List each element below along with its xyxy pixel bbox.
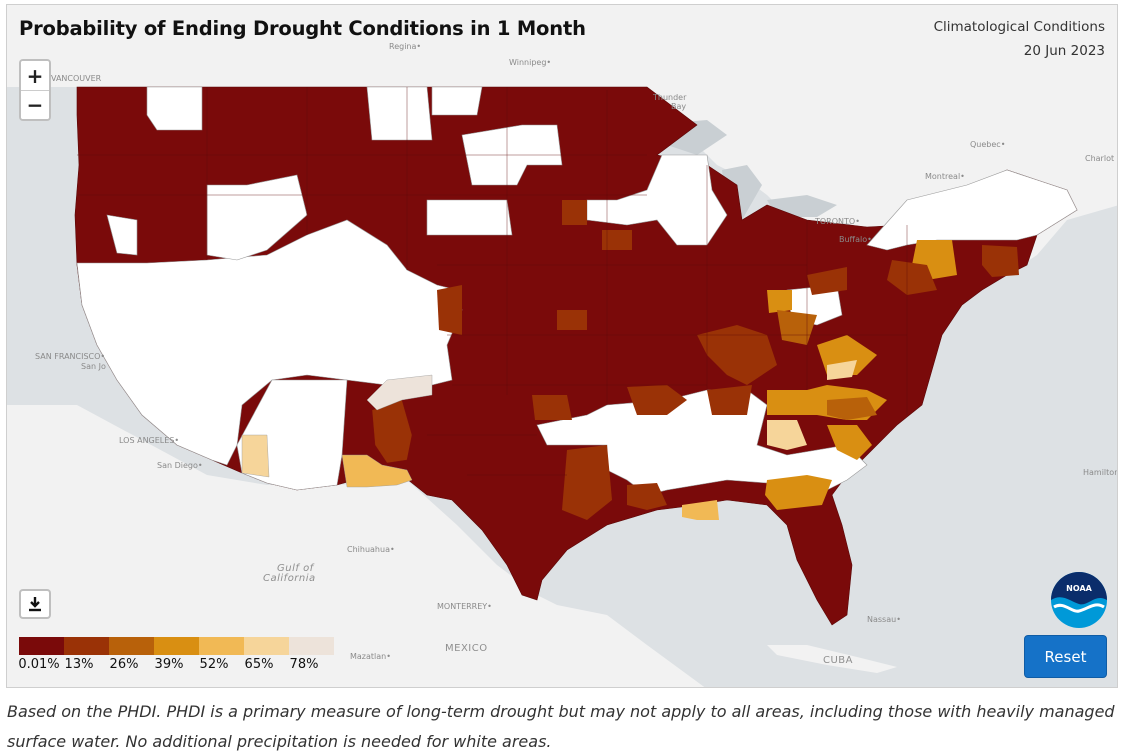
download-icon [29, 597, 41, 612]
sw-orange [341, 454, 413, 488]
svg-text:SAN FRANCISCO•: SAN FRANCISCO• [35, 352, 105, 361]
zoom-out-button[interactable]: − [21, 90, 49, 119]
il-orange [767, 290, 792, 313]
map-container[interactable]: Regina• Winnipeg• VANCOUVER Thunder Bay … [6, 4, 1118, 688]
legend-swatch [289, 637, 334, 655]
svg-text:Bay: Bay [671, 102, 686, 111]
legend-label: 26% [109, 657, 139, 672]
mn-brown [562, 200, 587, 225]
svg-text:VANCOUVER: VANCOUVER [51, 74, 102, 83]
legend-label: 39% [154, 657, 184, 672]
reset-button[interactable]: Reset [1024, 635, 1107, 678]
svg-text:Mazatlan•: Mazatlan• [350, 652, 391, 661]
ok-brown [532, 395, 572, 420]
mo-brown [697, 325, 777, 385]
legend-label: 52% [199, 657, 229, 672]
svg-text:MEXICO: MEXICO [445, 643, 488, 654]
svg-text:Chihuahua•: Chihuahua• [347, 545, 395, 554]
legend-swatch [244, 637, 289, 655]
legend-swatch [64, 637, 109, 655]
washington-white [146, 86, 203, 131]
svg-text:Winnipeg•: Winnipeg• [509, 58, 551, 67]
legend-labels: 0.01% 13% 26% 39% 52% 65% 78% [18, 657, 349, 675]
map-title: Probability of Ending Drought Conditions… [19, 17, 586, 40]
great-lakes-white [586, 154, 728, 246]
canada-land [7, 5, 1117, 275]
dakota-white-2 [431, 86, 483, 116]
svg-text:Gulf of: Gulf of [277, 563, 315, 574]
svg-text:California: California [263, 573, 316, 584]
legend-swatch [154, 637, 199, 655]
svg-text:CUBA: CUBA [823, 655, 853, 666]
legend-label: 13% [64, 657, 94, 672]
svg-text:Hamilton: Hamilton [1083, 468, 1118, 477]
zoom-control: + − [19, 59, 51, 121]
info-box: Climatological Conditions 20 Jun 2023 [934, 15, 1105, 63]
legend-label: 0.01% [18, 657, 60, 672]
ga-orange [765, 475, 832, 510]
dakota-white-1 [366, 86, 433, 141]
svg-text:San Jo: San Jo [81, 362, 106, 371]
svg-text:Buffalo•: Buffalo• [839, 235, 872, 244]
ky-brown [707, 385, 752, 415]
legend-label: 78% [289, 657, 319, 672]
svg-text:MONTERREY•: MONTERREY• [437, 602, 492, 611]
montana-no-drought [206, 174, 308, 261]
legend: 0.01% 13% 26% 39% 52% 65% 78% [18, 637, 349, 675]
baja-peninsula [207, 475, 292, 610]
noaa-logo-text: NOAA [1066, 584, 1092, 593]
nc-brown [827, 397, 877, 420]
ohio-brown [807, 267, 847, 295]
ny-white [866, 169, 1078, 251]
svg-text:LOS ANGELES•: LOS ANGELES• [119, 436, 179, 445]
drought-probability-map[interactable]: Regina• Winnipeg• VANCOUVER Thunder Bay … [7, 5, 1118, 688]
oregon-white [106, 214, 138, 256]
nm-beige [366, 374, 433, 411]
download-button[interactable] [19, 589, 51, 619]
noaa-logo: NOAA [1051, 572, 1107, 628]
mexico-land [7, 405, 705, 687]
ar-brown [627, 385, 687, 415]
ga-light [767, 420, 807, 450]
legend-swatch [19, 637, 64, 655]
ma-brown [982, 245, 1019, 277]
great-lakes [647, 120, 867, 260]
legend-swatch [109, 637, 154, 655]
fl-panhandle-light [682, 500, 719, 520]
svg-text:TORONTO•: TORONTO• [814, 217, 860, 226]
nebraska-white [426, 199, 513, 236]
svg-text:Regina•: Regina• [389, 42, 421, 51]
pa-brown [887, 260, 937, 295]
info-line-date: 20 Jun 2023 [1023, 43, 1105, 59]
sc-orange [827, 425, 872, 460]
az-light [241, 434, 270, 478]
info-line-conditions: Climatological Conditions [933, 19, 1105, 35]
la-brown [627, 483, 667, 510]
legend-swatch [199, 637, 244, 655]
va-light [827, 360, 857, 380]
tx-brown [562, 445, 612, 520]
zoom-in-button[interactable]: + [21, 61, 49, 90]
svg-text:Nassau•: Nassau• [867, 615, 901, 624]
svg-text:Montreal•: Montreal• [925, 172, 965, 181]
svg-text:Thunder: Thunder [652, 93, 687, 102]
map-caption: Based on the PHDI. PHDI is a primary mea… [7, 702, 1115, 751]
co-brown [437, 285, 462, 335]
wi-brown [602, 230, 632, 250]
svg-text:Quebec•: Quebec• [970, 140, 1005, 149]
svg-text:Charlot: Charlot [1085, 154, 1114, 163]
ks-brown [557, 310, 587, 330]
svg-text:San Diego•: San Diego• [157, 461, 203, 470]
legend-label: 65% [244, 657, 274, 672]
legend-color-bar [19, 637, 349, 655]
cuba-land [767, 645, 897, 673]
